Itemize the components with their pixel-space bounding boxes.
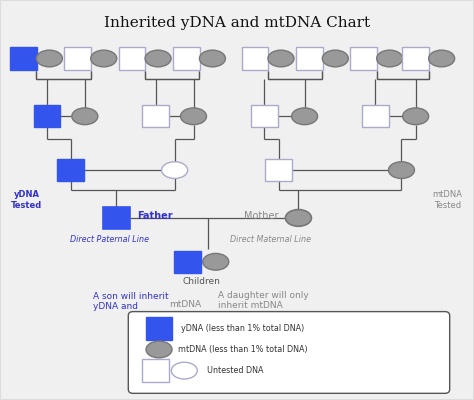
FancyBboxPatch shape [57, 159, 84, 181]
FancyBboxPatch shape [146, 317, 172, 340]
FancyBboxPatch shape [173, 47, 200, 70]
Text: Children: Children [182, 277, 220, 286]
Ellipse shape [402, 108, 428, 125]
FancyBboxPatch shape [362, 105, 389, 128]
Text: mtDNA: mtDNA [169, 300, 201, 309]
Text: Direct Paternal Line: Direct Paternal Line [70, 235, 149, 244]
Ellipse shape [91, 50, 117, 67]
Ellipse shape [322, 50, 348, 67]
FancyBboxPatch shape [402, 47, 429, 70]
FancyBboxPatch shape [174, 251, 201, 273]
Ellipse shape [292, 108, 318, 125]
Ellipse shape [36, 50, 63, 67]
Ellipse shape [146, 341, 172, 358]
FancyBboxPatch shape [265, 159, 292, 181]
FancyBboxPatch shape [296, 47, 322, 70]
Ellipse shape [268, 50, 294, 67]
Text: yDNA (less than 1% total DNA): yDNA (less than 1% total DNA) [181, 324, 304, 333]
Text: Inherited yDNA and mtDNA Chart: Inherited yDNA and mtDNA Chart [104, 16, 370, 30]
Text: A son will inherit
yDNA and: A son will inherit yDNA and [93, 292, 168, 311]
FancyBboxPatch shape [242, 47, 268, 70]
Text: yDNA
Tested: yDNA Tested [11, 190, 42, 210]
Ellipse shape [285, 210, 311, 226]
FancyBboxPatch shape [34, 105, 60, 128]
Ellipse shape [428, 50, 455, 67]
FancyBboxPatch shape [143, 360, 169, 382]
Ellipse shape [389, 162, 414, 178]
FancyBboxPatch shape [128, 312, 450, 393]
Text: A daughter will only
inherit mtDNA: A daughter will only inherit mtDNA [218, 291, 309, 310]
Ellipse shape [377, 50, 402, 67]
Text: Mother: Mother [244, 211, 278, 221]
Ellipse shape [72, 108, 98, 125]
FancyBboxPatch shape [64, 47, 91, 70]
Text: mtDNA
Tested: mtDNA Tested [432, 190, 462, 210]
Ellipse shape [162, 162, 188, 178]
Text: Father: Father [137, 211, 173, 221]
FancyBboxPatch shape [251, 105, 278, 128]
Text: mtDNA (less than 1% total DNA): mtDNA (less than 1% total DNA) [178, 345, 307, 354]
Ellipse shape [145, 50, 171, 67]
Ellipse shape [171, 362, 197, 379]
Ellipse shape [200, 50, 226, 67]
FancyBboxPatch shape [119, 47, 146, 70]
FancyBboxPatch shape [103, 207, 130, 229]
Ellipse shape [203, 254, 229, 270]
FancyBboxPatch shape [143, 105, 169, 128]
FancyBboxPatch shape [350, 47, 377, 70]
Text: Direct Maternal Line: Direct Maternal Line [229, 235, 310, 244]
Ellipse shape [181, 108, 207, 125]
Text: Untested DNA: Untested DNA [207, 366, 263, 375]
FancyBboxPatch shape [10, 47, 36, 70]
